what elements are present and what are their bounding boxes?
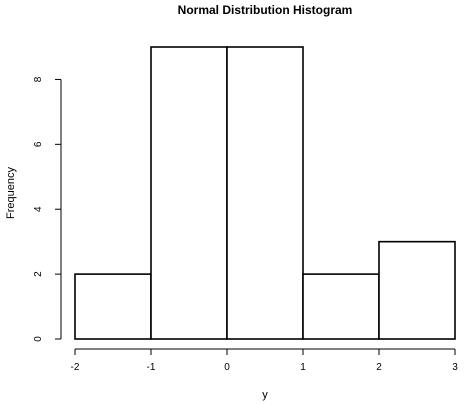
y-tick-label: 6 bbox=[33, 141, 44, 147]
x-tick-label: -2 bbox=[71, 362, 80, 373]
bars-group bbox=[75, 47, 455, 339]
y-tick-label: 8 bbox=[33, 76, 44, 82]
y-axis-label: Frequency bbox=[5, 167, 17, 219]
histogram-bar-2 bbox=[151, 47, 227, 339]
y-tick-label: 2 bbox=[33, 271, 44, 277]
x-axis-label: y bbox=[262, 389, 268, 401]
chart-title: Normal Distribution Histogram bbox=[178, 3, 353, 17]
histogram-bar-5 bbox=[379, 242, 455, 339]
histogram-bar-4 bbox=[303, 274, 379, 339]
x-axis: -2 -1 0 1 2 3 bbox=[71, 349, 459, 373]
histogram-bar-1 bbox=[75, 274, 151, 339]
x-tick-label: 0 bbox=[224, 362, 230, 373]
x-tick-label: 1 bbox=[300, 362, 306, 373]
histogram-bar-3 bbox=[227, 47, 303, 339]
x-tick-label: 3 bbox=[452, 362, 458, 373]
x-tick-label: -1 bbox=[147, 362, 156, 373]
y-tick-label: 4 bbox=[33, 206, 44, 212]
x-tick-label: 2 bbox=[376, 362, 382, 373]
y-axis: 0 2 4 6 8 bbox=[33, 76, 61, 342]
y-tick-label: 0 bbox=[33, 336, 44, 342]
